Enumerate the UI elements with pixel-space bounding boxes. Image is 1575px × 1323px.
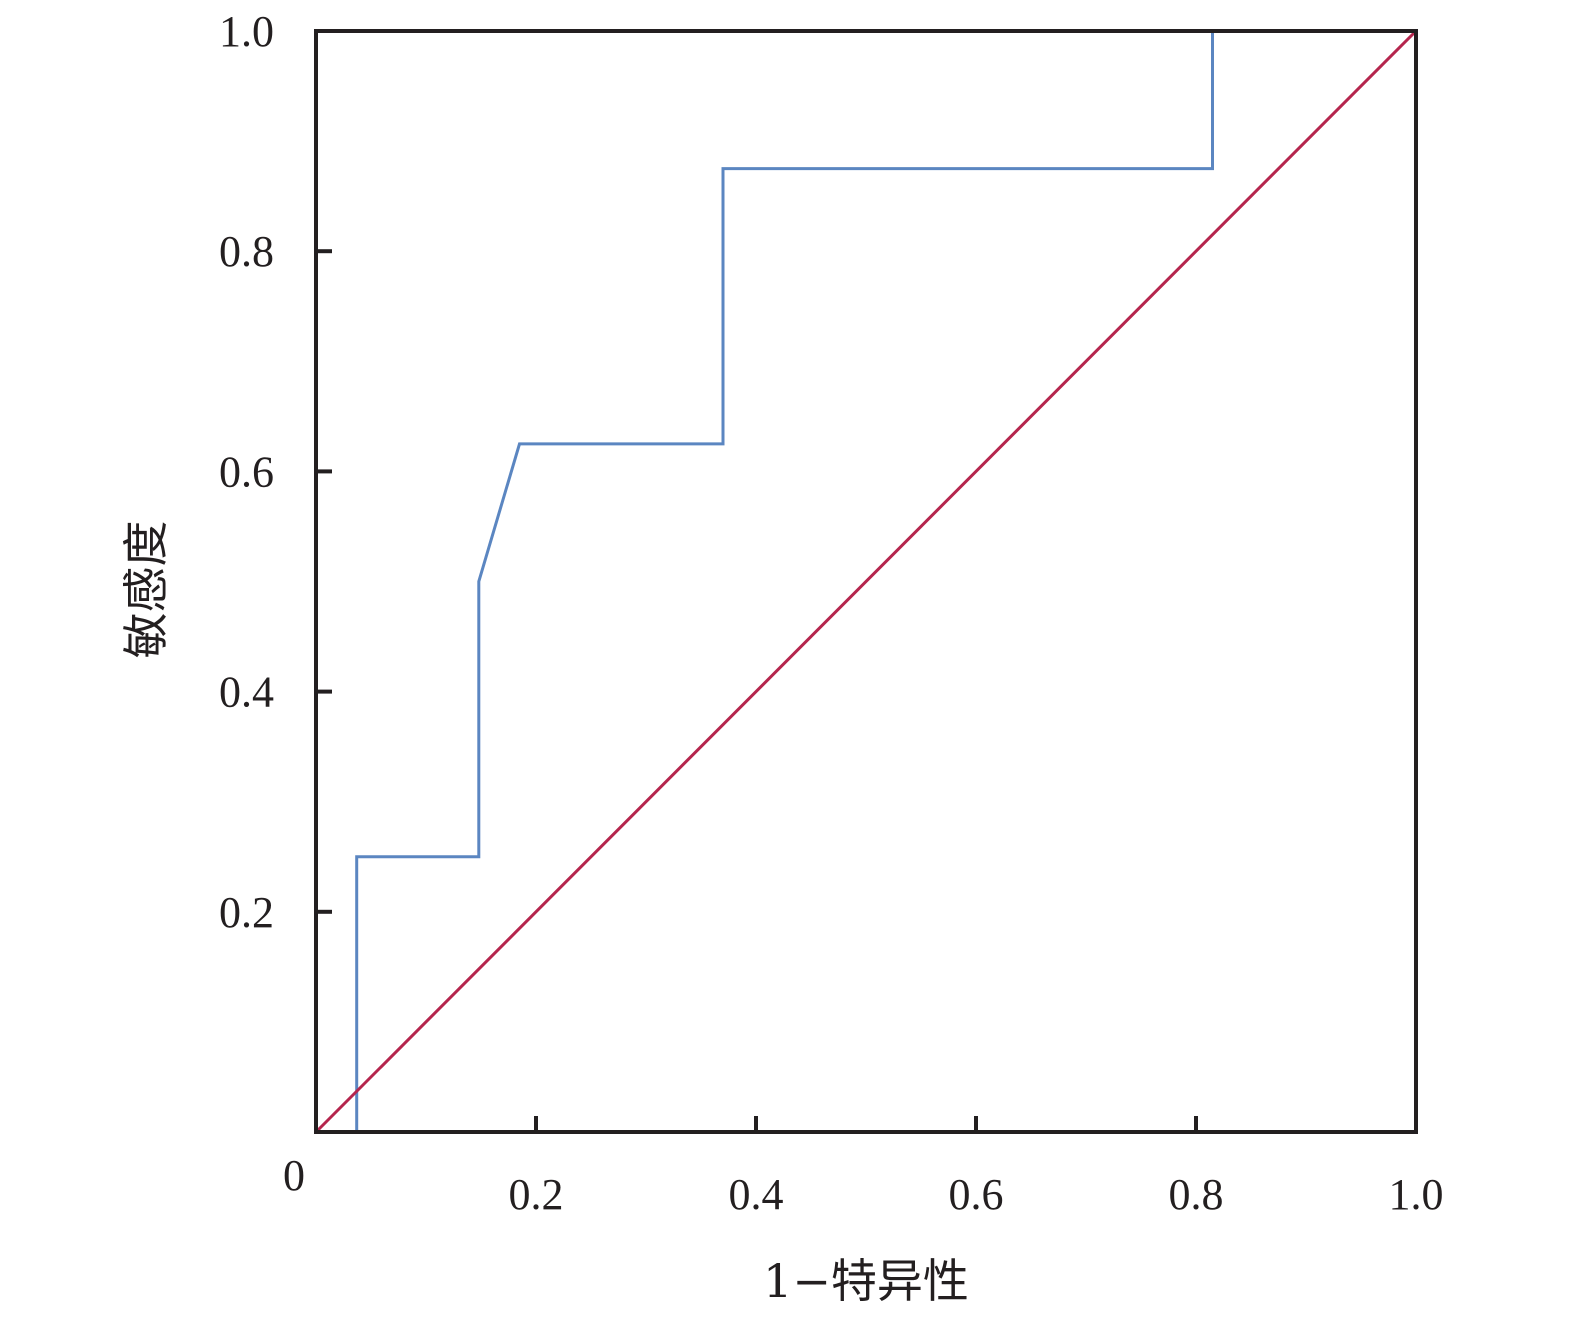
x-tick-label: 0.2 <box>509 1170 564 1219</box>
x-tick-label: 1.0 <box>1389 1170 1444 1219</box>
series-layer <box>314 29 1418 1134</box>
plot-frame <box>314 29 1418 1134</box>
reference-diagonal-line <box>314 29 1418 1134</box>
y-tick-label: 0.2 <box>219 888 274 937</box>
x-axis-title: 1−特异性 <box>763 1254 969 1308</box>
y-axis-title: 敏感度 <box>119 521 173 659</box>
y-tick-label: 0.8 <box>219 227 274 276</box>
y-tick-label: 0.4 <box>219 668 274 717</box>
x-tick-label: 0.4 <box>729 1170 784 1219</box>
roc-curve-line <box>316 29 1416 1134</box>
y-tick-label: 1.0 <box>219 7 274 56</box>
x-tick-label: 0.6 <box>949 1170 1004 1219</box>
x-tick-label: 0.8 <box>1169 1170 1224 1219</box>
y-tick-label: 0.6 <box>219 447 274 496</box>
tick-layer: 0.2 0.4 0.6 0.8 1.0 0.2 0.4 0.6 0.8 1.0 <box>219 7 1444 1219</box>
origin-label: 0 <box>283 1151 305 1200</box>
